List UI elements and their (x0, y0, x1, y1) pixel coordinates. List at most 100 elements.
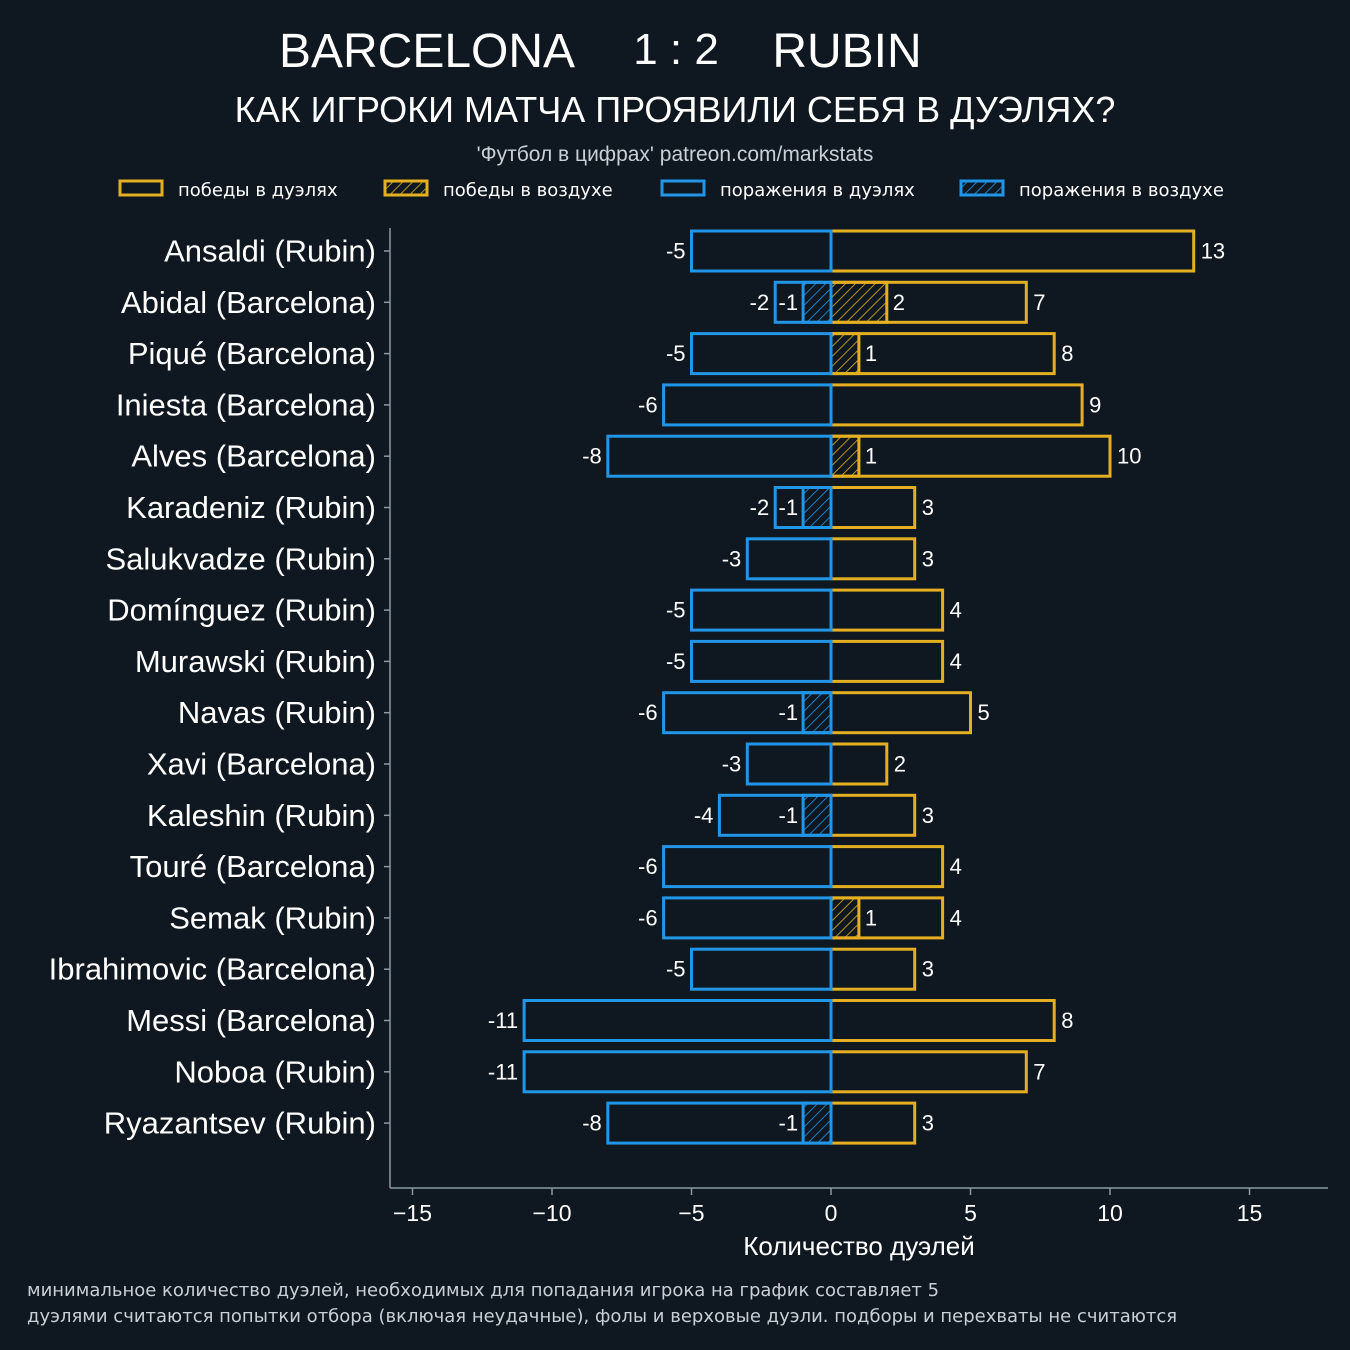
category-label: Abidal (Barcelona) (121, 285, 376, 320)
value-label-aerial-wins: 2 (893, 290, 905, 315)
x-tick-label: 15 (1237, 1200, 1263, 1226)
bar-duel-wins (829, 486, 917, 529)
value-label-duel-losses: -11 (488, 1059, 518, 1084)
bar-duel-wins (829, 1050, 1028, 1094)
bar-duel-wins (829, 1101, 917, 1145)
category-label: Ryazantsev (Rubin) (104, 1106, 376, 1141)
x-axis-label: Количество дуэлей (743, 1231, 975, 1261)
value-label-duel-losses: -6 (638, 905, 658, 930)
value-label-duel-losses: -3 (722, 546, 742, 571)
footnote-1: минимальное количество дуэлей, необходим… (27, 1280, 939, 1301)
category-label: Noboa (Rubin) (174, 1054, 376, 1089)
legend-swatch-duel-wins (118, 179, 164, 197)
bar-aerial-losses (801, 486, 833, 529)
value-label-duel-losses: -5 (666, 341, 686, 366)
bar-aerial-losses (801, 691, 833, 735)
value-label-duel-wins: 8 (1061, 1008, 1073, 1033)
category-label: Ibrahimovic (Barcelona) (49, 952, 376, 987)
bar-duel-wins (829, 691, 972, 735)
value-label-duel-wins: 4 (950, 905, 962, 930)
x-tick-label: −5 (678, 1200, 704, 1226)
value-label-aerial-wins: 1 (865, 905, 877, 930)
y-labels-layer: Ansaldi (Rubin) Abidal (Barcelona) Piqué (… (49, 234, 390, 1141)
x-tick-label: 5 (964, 1200, 977, 1226)
bar-aerial-wins (829, 332, 861, 376)
bar-duel-losses (662, 845, 833, 889)
value-label-duel-losses: -6 (638, 392, 658, 417)
legend: победы в дуэлях победы в воздухе поражен… (118, 179, 1224, 201)
value-label-aerial-losses: -1 (779, 803, 799, 828)
bar-aerial-losses (801, 1101, 833, 1145)
bar-duel-losses (690, 229, 833, 273)
value-label-duel-wins: 10 (1117, 444, 1141, 469)
subtitle: КАК ИГРОКИ МАТЧА ПРОЯВИЛИ СЕБЯ В ДУЭЛЯХ? (235, 89, 1116, 130)
category-label: Domínguez (Rubin) (107, 593, 376, 628)
value-label-duel-wins: 5 (978, 700, 990, 725)
value-label-duel-losses: -3 (722, 752, 742, 777)
value-label-duel-losses: -5 (666, 239, 686, 264)
value-label-duel-wins: 3 (922, 803, 934, 828)
value-label-duel-losses: -8 (582, 444, 602, 469)
x-tick-label: −10 (532, 1200, 571, 1226)
value-label-aerial-losses: -1 (779, 495, 799, 520)
bar-duel-wins (829, 588, 945, 632)
bar-duel-losses (690, 588, 833, 632)
bar-duel-wins (829, 742, 889, 786)
bar-duel-losses (690, 639, 833, 683)
category-label: Salukvadze (Rubin) (105, 541, 376, 576)
title-score: 1 : 2 (633, 25, 719, 74)
bar-aerial-wins (829, 280, 889, 324)
bar-duel-losses (690, 332, 833, 376)
bar-duel-wins (829, 947, 917, 991)
value-label-duel-wins: 7 (1033, 1059, 1045, 1084)
legend-label-duel-wins: победы в дуэлях (178, 180, 338, 201)
bar-duel-losses (606, 434, 833, 478)
category-label: Murawski (Rubin) (135, 644, 376, 679)
credit: 'Футбол в цифрах' patreon.com/markstats (477, 143, 874, 166)
bar-duel-losses (745, 537, 833, 581)
title-team-home: BARCELONA (279, 25, 575, 78)
value-label-duel-wins: 3 (922, 495, 934, 520)
bar-aerial-wins (829, 434, 861, 478)
value-label-duel-wins: 4 (950, 854, 962, 879)
category-label: Semak (Rubin) (169, 900, 376, 935)
category-label: Iniesta (Barcelona) (116, 387, 376, 422)
bar-aerial-losses (801, 793, 833, 837)
x-tick-label: 10 (1097, 1200, 1123, 1226)
title-team-away: RUBIN (772, 25, 921, 78)
x-tick-label: 0 (825, 1200, 838, 1226)
category-label: Touré (Barcelona) (130, 849, 376, 884)
value-label-aerial-losses: -1 (779, 700, 799, 725)
category-label: Piqué (Barcelona) (128, 336, 376, 371)
bar-duel-wins (829, 845, 945, 889)
bar-duel-losses (745, 742, 833, 786)
bar-duel-wins (829, 383, 1084, 427)
value-label-aerial-losses: -1 (779, 1111, 799, 1136)
value-label-duel-losses: -11 (488, 1008, 518, 1033)
legend-swatch-aerial-losses (959, 179, 1005, 197)
value-label-duel-wins: 9 (1089, 392, 1101, 417)
category-label: Navas (Rubin) (178, 695, 376, 730)
legend-label-duel-losses: поражения в дуэлях (720, 180, 915, 201)
value-label-duel-wins: 3 (922, 957, 934, 982)
bar-duel-wins (829, 639, 945, 683)
value-label-duel-wins: 4 (950, 649, 962, 674)
category-label: Karadeniz (Rubin) (126, 490, 376, 525)
legend-label-aerial-losses: поражения в воздухе (1019, 180, 1224, 201)
value-label-duel-losses: -8 (582, 1111, 602, 1136)
bar-duel-wins (829, 999, 1056, 1042)
x-tick-label: −15 (393, 1200, 432, 1226)
value-label-duel-wins: 3 (922, 1111, 934, 1136)
legend-label-aerial-wins: победы в воздухе (443, 180, 613, 201)
bar-duel-losses (690, 947, 833, 991)
value-label-duel-wins: 13 (1201, 239, 1225, 264)
bar-aerial-losses (801, 280, 833, 324)
value-label-duel-losses: -5 (666, 649, 686, 674)
value-label-aerial-losses: -1 (779, 290, 799, 315)
value-label-duel-losses: -6 (638, 700, 658, 725)
value-label-duel-wins: 4 (950, 598, 962, 623)
bar-duel-losses (662, 896, 833, 940)
category-label: Xavi (Barcelona) (147, 747, 376, 782)
